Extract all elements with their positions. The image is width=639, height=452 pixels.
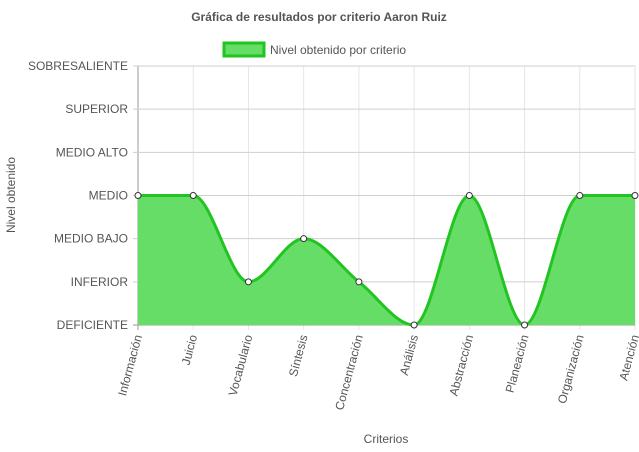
x-axis-title: Criterios (364, 432, 409, 446)
x-tick-label: Síntesis (286, 333, 311, 378)
data-point[interactable] (134, 192, 142, 199)
legend-swatch (222, 41, 266, 58)
x-tick-label: Atención (616, 333, 639, 382)
data-point[interactable] (631, 192, 639, 199)
data-point[interactable] (521, 321, 529, 329)
x-tick-label: Organización (555, 333, 587, 405)
x-tick-label: Planeación (503, 333, 532, 394)
data-point[interactable] (300, 235, 308, 243)
data-point[interactable] (355, 278, 363, 286)
data-point[interactable] (465, 192, 473, 199)
x-tick-label: Vocabulario (226, 333, 256, 398)
legend-label: Nivel obtenido por criterio (270, 43, 406, 57)
y-tick-label: INFERIOR (71, 275, 129, 289)
x-axis-ticks: Información Juicio Vocabulario Síntesis Conc… (115, 333, 639, 412)
y-tick-label: SUPERIOR (65, 102, 128, 116)
data-point[interactable] (410, 321, 418, 329)
area-layer (138, 193, 635, 327)
chart-title: Gráfica de resultados por criterio Aaron… (191, 10, 447, 24)
y-tick-label: MEDIO ALTO (56, 145, 128, 159)
series-area (138, 195, 635, 325)
y-tick-label: SOBRESALIENTE (28, 59, 128, 73)
y-tick-label: DEFICIENTE (57, 318, 128, 332)
x-tick-label: Información (115, 333, 145, 397)
x-tick-label: Concentración (332, 333, 366, 411)
legend[interactable]: Nivel obtenido por criterio (222, 41, 406, 58)
x-tick-label: Abstracción (447, 333, 477, 397)
y-axis-ticks: DEFICIENTE INFERIOR MEDIO BAJO MEDIO MEDIO A… (28, 59, 128, 332)
x-tick-label: Análisis (397, 333, 421, 377)
x-tick-label: Juicio (179, 333, 201, 367)
data-point[interactable] (189, 192, 197, 199)
points-layer (134, 192, 639, 329)
y-tick-label: MEDIO (89, 189, 128, 203)
data-point[interactable] (244, 278, 252, 286)
data-point[interactable] (576, 192, 584, 199)
y-axis-title: Nivel obtenido (4, 157, 18, 233)
y-tick-label: MEDIO BAJO (54, 232, 128, 246)
